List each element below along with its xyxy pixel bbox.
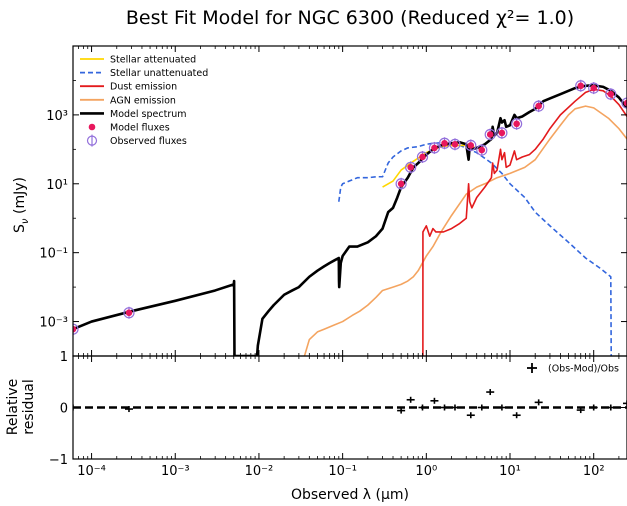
legend-label-agn-emission: AGN emission xyxy=(110,95,176,106)
y-tick-label: 10⁻¹ xyxy=(39,247,68,262)
observed-flux-point xyxy=(605,88,617,100)
observed-flux-point xyxy=(621,97,627,109)
observed-flux-point xyxy=(405,161,417,173)
x-tick-label: 10¹ xyxy=(499,464,521,479)
residual-y-tick-label: 1 xyxy=(60,350,68,365)
model-flux-point xyxy=(513,120,520,128)
chart-title: Best Fit Model for NGC 6300 (Reduced χ²=… xyxy=(126,7,574,29)
observed-flux-point xyxy=(465,139,477,152)
sed-flux-points xyxy=(73,79,627,336)
x-tick-label: 10⁻³ xyxy=(161,464,190,479)
model-flux-point xyxy=(486,131,494,138)
model-flux-point xyxy=(125,309,133,317)
observed-flux-point xyxy=(588,82,600,94)
x-tick-label: 10⁻¹ xyxy=(328,464,357,479)
model-flux-point xyxy=(441,139,448,147)
y-tick-label: 10³ xyxy=(46,109,68,124)
x-tick-label: 10⁻⁴ xyxy=(77,464,106,479)
legend-label-model-fluxes: Model fluxes xyxy=(110,123,170,134)
observed-flux-point xyxy=(476,144,488,156)
legend-marker-model-fluxes xyxy=(88,123,96,131)
model-flux-point xyxy=(73,325,77,333)
residual-y-tick-label: −1 xyxy=(49,453,68,468)
model-flux-point xyxy=(478,146,486,154)
axes: 10⁻⁴ 10⁻³ 10⁻² 10⁻¹ 10⁰ 10¹ 10² 10⁻³ 10⁻¹ 10¹ 10³ −… xyxy=(39,46,627,479)
legend-label-dust-emission: Dust emission xyxy=(110,82,177,93)
x-tick-label: 10⁰ xyxy=(415,464,437,479)
observed-flux-point xyxy=(123,307,135,319)
residual-y-axis-label-line1: Relative xyxy=(5,379,21,435)
x-axis-label: Observed λ (μm) xyxy=(291,487,409,503)
observed-flux-point xyxy=(484,128,496,141)
observed-flux-point xyxy=(533,100,545,112)
model-flux-point xyxy=(407,164,414,171)
model-flux-point xyxy=(498,129,506,137)
stellar-unattenuated-line xyxy=(338,141,613,356)
model-flux-point xyxy=(431,144,438,152)
model-flux-point xyxy=(397,180,405,188)
y-axis-label: Sν (mJy) xyxy=(12,177,31,233)
residual-legend: (Obs-Mod)/Obs xyxy=(527,363,619,375)
model-flux-point xyxy=(590,84,597,92)
model-flux-point xyxy=(535,102,542,110)
model-flux-point xyxy=(607,90,615,98)
x-tick-label: 10² xyxy=(583,464,605,479)
observed-flux-point xyxy=(428,142,441,154)
observed-flux-point xyxy=(395,178,407,190)
y-tick-label: 10⁻³ xyxy=(39,316,68,331)
model-flux-point xyxy=(467,142,475,149)
legend-label-stellar-unattenuated: Stellar unattenuated xyxy=(110,68,208,79)
observed-flux-point xyxy=(496,127,508,139)
model-flux-point xyxy=(577,82,585,90)
observed-flux-point xyxy=(575,80,587,92)
residual-legend-label: (Obs-Mod)/Obs xyxy=(548,364,619,375)
dust-emission-line xyxy=(422,88,627,356)
legend-marker-observed-fluxes xyxy=(86,135,98,146)
observed-flux-point xyxy=(449,138,461,150)
model-flux-point xyxy=(451,141,459,148)
model-flux-point xyxy=(623,99,627,107)
sed-legend: Stellar attenuated Stellar unattenuated Du… xyxy=(80,55,208,147)
model-flux-point xyxy=(419,153,426,161)
observed-flux-point xyxy=(511,118,523,130)
legend-label-model-spectrum: Model spectrum xyxy=(110,109,187,120)
legend-label-stellar-attenuated: Stellar attenuated xyxy=(110,55,196,66)
observed-flux-point xyxy=(73,323,79,335)
residual-plot-content xyxy=(73,389,627,419)
residual-y-tick-label: 0 xyxy=(60,402,68,417)
y-tick-label: 10¹ xyxy=(46,178,68,193)
agn-emission-line xyxy=(303,105,627,356)
observed-flux-point xyxy=(416,151,429,163)
residual-y-axis-label-line2: residual xyxy=(21,379,37,434)
legend-label-observed-fluxes: Observed fluxes xyxy=(110,136,187,147)
x-tick-label: 10⁻² xyxy=(245,464,274,479)
